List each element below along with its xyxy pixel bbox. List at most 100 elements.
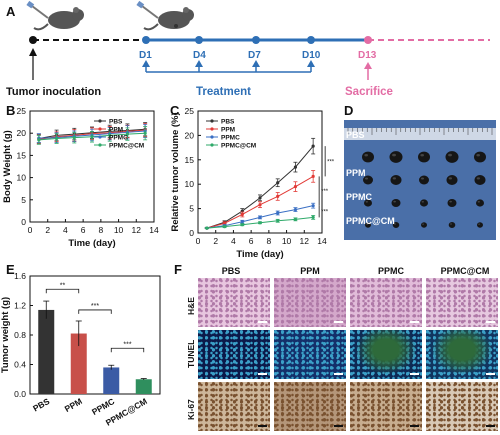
tumor-highlight: [365, 177, 368, 180]
tumor-specimen: [447, 198, 457, 208]
data-point: [258, 221, 262, 225]
data-point: [108, 133, 112, 138]
legend-marker: [210, 127, 214, 131]
panel-label-b: B: [6, 103, 16, 118]
tumor-specimen: [418, 151, 430, 163]
legend-label: PBS: [109, 119, 123, 126]
y-tick-label: 0.0: [14, 389, 26, 399]
tumor-highlight: [448, 177, 452, 180]
legend-label: PPMC: [109, 135, 128, 142]
body-weight-chart: 0 2 4 6 8 10 12 14 0 5 10 15 20 25 Time (day) Body Weig…: [2, 106, 159, 249]
y-tick-label: 25: [185, 106, 195, 116]
mouse-treatment-icon: [136, 0, 194, 31]
x-tick-label: 12: [300, 236, 310, 246]
significance-bracket: [45, 288, 80, 294]
x-tick-label: 6: [249, 236, 254, 246]
data-point: [125, 132, 130, 136]
x-tick-label: 6: [81, 225, 86, 235]
tumor-highlight: [476, 154, 480, 157]
data-point: [311, 204, 315, 208]
day-label-d10: D10: [302, 50, 321, 61]
plot-frame: [197, 110, 323, 234]
hist-image-ki67-ppm: [274, 382, 346, 431]
hist-image-tunel-ppm: [274, 330, 346, 379]
hist-row-ki67: Ki-67: [186, 399, 196, 420]
data-point: [276, 181, 280, 185]
photo-row-pbs: PBS: [346, 130, 365, 140]
legend-marker: [98, 143, 102, 147]
scale-bar: [334, 373, 343, 375]
treatment-label: Treatment: [196, 86, 251, 98]
tumor-inoculation-label: Tumor inoculation: [6, 86, 102, 98]
hist-image-tunel-ppmc-cm: [426, 330, 498, 379]
x-tick-label: 12: [132, 225, 142, 235]
data-point: [258, 196, 262, 200]
treatment-arrow-head: [142, 60, 150, 67]
timeline-dot-d4: [195, 36, 203, 44]
data-point: [205, 226, 209, 230]
hist-row-tunel: TUNEL: [186, 339, 196, 368]
data-point: [276, 219, 280, 223]
tumor-specimen: [445, 151, 459, 163]
x-tick-label: 8: [266, 236, 271, 246]
data-point: [293, 165, 298, 169]
tumor-specimen: [476, 199, 484, 207]
y-tick-label: 0: [21, 217, 26, 227]
x-axis-label: Time (day): [68, 238, 115, 249]
significance-label: ***: [123, 341, 131, 348]
hist-image-ki67-pbs: [198, 382, 270, 431]
y-tick-label: 15: [17, 150, 27, 160]
y-tick-label: 15: [185, 155, 195, 165]
day-label-d4: D4: [193, 50, 206, 61]
y-tick-label: 0.8: [14, 330, 26, 340]
hist-image-he-ppmc: [350, 278, 422, 327]
timeline-dot-d10: [307, 36, 315, 44]
data-point: [72, 136, 76, 140]
timeline-dot-d7: [252, 36, 260, 44]
x-tick-label: 4: [63, 225, 68, 235]
significance-label: ***: [327, 159, 335, 165]
tumor-highlight: [449, 200, 452, 203]
x-tick-label: 4: [231, 236, 236, 246]
tumor-specimen: [392, 222, 400, 228]
photo-row-ppmc: PPMC: [346, 192, 373, 202]
significance-bracket: [110, 347, 145, 353]
tumor-highlight: [450, 223, 452, 225]
y-tick-label: 5: [189, 204, 194, 214]
data-point: [240, 220, 244, 224]
x-axis-label: Time (day): [236, 249, 283, 260]
tumor-specimen: [474, 175, 486, 185]
tumor-specimen: [364, 199, 372, 207]
y-tick-label: 0.4: [14, 360, 26, 370]
x-tick-label: 14: [149, 225, 159, 235]
significance-label: **: [60, 282, 66, 289]
tumor-specimen: [474, 151, 486, 163]
data-point: [311, 174, 315, 178]
y-tick-label: 1.6: [14, 271, 26, 281]
x-tick-label: 2: [213, 236, 218, 246]
day-label-d7: D7: [248, 50, 261, 61]
y-tick-label: 10: [17, 173, 27, 183]
tumor-highlight: [477, 201, 480, 203]
mouse-inoculation-icon: [26, 0, 84, 31]
tumor-highlight: [421, 201, 424, 203]
data-point: [293, 207, 298, 212]
data-point: [293, 217, 298, 221]
tumor-highlight: [421, 177, 424, 180]
tumor-highlight: [394, 223, 396, 225]
legend-marker: [210, 119, 214, 123]
x-tick-label: 10: [114, 225, 124, 235]
tumor-specimen: [365, 222, 371, 228]
y-tick-label: 1.2: [14, 301, 26, 311]
tumor-highlight: [364, 154, 368, 157]
legend-label: PPM: [109, 127, 123, 134]
legend-marker: [98, 135, 102, 139]
scale-bar: [258, 425, 267, 427]
hist-col-ppm: PPM: [300, 266, 320, 276]
scale-bar: [258, 321, 267, 323]
data-point: [90, 135, 94, 139]
histology-grid: [198, 278, 498, 433]
y-tick-label: 5: [21, 195, 26, 205]
scale-bar: [410, 373, 419, 375]
